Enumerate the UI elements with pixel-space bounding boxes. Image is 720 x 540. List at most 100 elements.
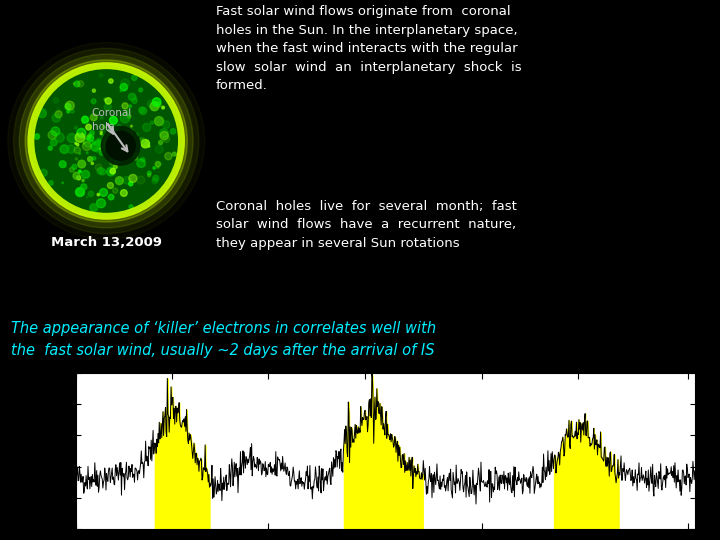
Circle shape [67, 145, 75, 153]
Circle shape [92, 89, 96, 92]
Circle shape [127, 115, 131, 118]
Circle shape [102, 134, 109, 140]
Circle shape [55, 133, 64, 142]
Circle shape [75, 143, 77, 144]
Circle shape [103, 129, 105, 132]
Circle shape [65, 104, 71, 110]
Circle shape [118, 134, 120, 136]
Circle shape [91, 115, 97, 120]
Circle shape [103, 135, 105, 137]
Circle shape [152, 178, 158, 184]
Circle shape [165, 152, 172, 160]
Text: Fast solar wind flows originate from  coronal
holes in the Sun. In the interplan: Fast solar wind flows originate from cor… [216, 5, 521, 92]
Circle shape [73, 83, 76, 85]
Circle shape [148, 145, 150, 147]
Circle shape [122, 137, 130, 144]
Circle shape [105, 138, 109, 142]
Circle shape [120, 83, 127, 91]
Circle shape [76, 158, 78, 160]
Circle shape [117, 136, 119, 138]
Circle shape [113, 151, 122, 160]
Circle shape [129, 105, 132, 107]
Circle shape [160, 131, 168, 140]
Circle shape [153, 98, 161, 106]
Circle shape [51, 127, 60, 136]
Circle shape [60, 145, 68, 153]
Circle shape [102, 125, 105, 129]
Circle shape [35, 134, 40, 139]
Circle shape [129, 182, 132, 186]
Circle shape [110, 139, 118, 148]
Circle shape [139, 88, 143, 92]
Circle shape [76, 176, 81, 180]
Circle shape [73, 172, 80, 179]
Circle shape [78, 170, 81, 173]
Circle shape [75, 126, 77, 129]
Circle shape [78, 160, 86, 168]
Circle shape [115, 153, 117, 155]
Circle shape [48, 83, 164, 199]
Circle shape [134, 97, 137, 100]
Circle shape [115, 177, 123, 185]
Title: OMNI Solar wind velocity: OMNI Solar wind velocity [291, 359, 480, 372]
Circle shape [113, 134, 120, 141]
Circle shape [91, 162, 94, 165]
Circle shape [129, 205, 133, 209]
Circle shape [115, 151, 122, 157]
Circle shape [88, 132, 94, 138]
Circle shape [106, 133, 114, 142]
Circle shape [102, 136, 112, 146]
Circle shape [59, 161, 66, 167]
Circle shape [157, 166, 158, 168]
Circle shape [171, 129, 176, 134]
Circle shape [95, 164, 102, 171]
Circle shape [107, 131, 135, 160]
Circle shape [75, 133, 85, 143]
Circle shape [117, 124, 121, 129]
Circle shape [140, 107, 147, 114]
Circle shape [129, 174, 137, 183]
Circle shape [81, 116, 89, 123]
Circle shape [71, 109, 74, 113]
Circle shape [99, 146, 105, 152]
Circle shape [156, 102, 161, 107]
Circle shape [145, 165, 146, 166]
Circle shape [94, 141, 96, 144]
Text: Coronal: Coronal [91, 108, 132, 118]
Circle shape [99, 73, 103, 77]
Circle shape [162, 106, 164, 109]
Circle shape [86, 152, 88, 154]
Circle shape [114, 159, 117, 162]
Circle shape [135, 152, 138, 156]
Circle shape [100, 133, 102, 135]
Circle shape [100, 117, 103, 119]
Circle shape [40, 169, 47, 177]
Circle shape [84, 138, 93, 147]
Circle shape [96, 140, 102, 147]
Circle shape [163, 121, 170, 128]
Circle shape [77, 80, 84, 87]
Circle shape [88, 134, 91, 138]
Circle shape [99, 188, 107, 197]
Circle shape [109, 79, 113, 83]
Circle shape [99, 150, 105, 155]
Circle shape [153, 176, 158, 181]
Circle shape [72, 164, 77, 169]
Circle shape [158, 140, 163, 145]
Circle shape [103, 140, 108, 145]
Circle shape [153, 167, 156, 169]
Circle shape [109, 117, 117, 124]
Circle shape [163, 136, 170, 143]
Circle shape [67, 110, 70, 113]
Circle shape [140, 157, 145, 161]
Circle shape [132, 98, 137, 104]
Circle shape [122, 103, 128, 109]
Circle shape [52, 114, 60, 122]
Circle shape [102, 126, 140, 165]
Circle shape [31, 66, 181, 217]
Circle shape [97, 167, 104, 174]
Circle shape [64, 166, 66, 167]
Circle shape [107, 133, 111, 138]
Circle shape [107, 142, 109, 145]
Circle shape [112, 143, 115, 146]
